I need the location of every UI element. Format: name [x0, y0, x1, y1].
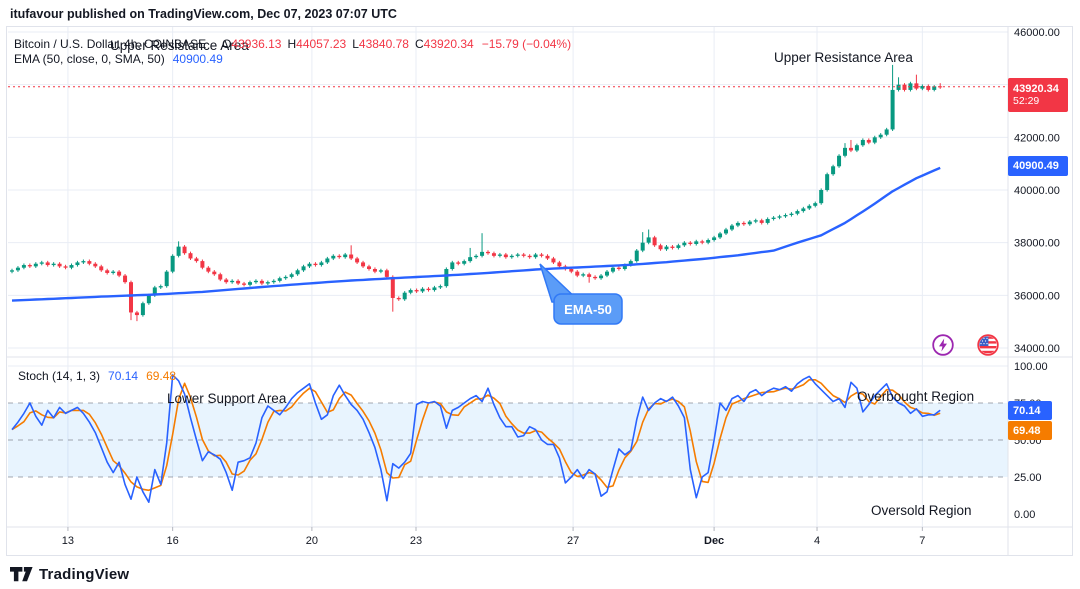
svg-text:38000.00: 38000.00 [1014, 238, 1060, 250]
candles-layer [10, 64, 943, 322]
change-value: −15.79 (−0.04%) [481, 37, 572, 51]
price-gridlines [8, 31, 1008, 349]
last-price-badge: 43920.34 52:29 [1008, 78, 1068, 112]
vertical-gridlines [67, 27, 923, 527]
ema-price-badge-value: 40900.49 [1013, 160, 1059, 172]
high-value: 44057.23 [296, 37, 347, 51]
ema-callout[interactable]: EMA-50 [528, 258, 638, 332]
svg-text:13: 13 [62, 535, 74, 547]
ema-callout-label: EMA-50 [564, 302, 612, 317]
annotation-overbought[interactable]: Overbought Region [857, 389, 975, 404]
stoch-k-badge: 70.14 [1008, 401, 1052, 420]
ema-label: EMA (50, close, 0, SMA, 50) [14, 52, 165, 66]
svg-text:25.00: 25.00 [1014, 472, 1042, 484]
published-header: itufavour published on TradingView.com, … [10, 7, 397, 21]
svg-text:16: 16 [167, 535, 179, 547]
symbol-legend[interactable]: Bitcoin / U.S. Dollar, 4h, COINBASE O4393… [14, 37, 571, 51]
high-label: H [287, 37, 297, 51]
svg-text:42000.00: 42000.00 [1014, 132, 1060, 144]
ema-callout-box [553, 293, 623, 325]
close-label: C [414, 37, 424, 51]
close-value: 43920.34 [423, 37, 474, 51]
svg-text:0.00: 0.00 [1014, 509, 1035, 521]
stoch-legend[interactable]: Stoch (14, 1, 3) 70.14 69.48 [18, 369, 176, 383]
svg-text:27: 27 [567, 535, 579, 547]
annotation-lower-support[interactable]: Lower Support Area [167, 391, 287, 406]
us-flag-icon[interactable] [977, 334, 999, 356]
svg-text:23: 23 [410, 535, 422, 547]
stoch-k-value: 70.14 [108, 369, 139, 383]
svg-text:36000.00: 36000.00 [1014, 290, 1060, 302]
ema-legend[interactable]: EMA (50, close, 0, SMA, 50) 40900.49 [14, 52, 223, 66]
tradingview-logo[interactable]: TradingView [10, 566, 129, 583]
annotation-upper-resistance-2[interactable]: Upper Resistance Area [774, 50, 913, 65]
ema-price-badge: 40900.49 [1008, 156, 1068, 176]
bar-countdown: 52:29 [1013, 95, 1040, 107]
stoch-k-line[interactable] [11, 374, 941, 504]
svg-text:100.00: 100.00 [1014, 361, 1048, 373]
svg-text:Dec: Dec [704, 535, 724, 547]
stoch-label: Stoch (14, 1, 3) [18, 369, 101, 383]
open-label: O [222, 37, 232, 51]
low-label: L [352, 37, 359, 51]
stoch-d-value: 69.48 [146, 369, 177, 383]
annotation-oversold[interactable]: Oversold Region [871, 503, 972, 518]
annotation-upper-resistance-1[interactable]: Upper Resistance Area [110, 38, 249, 53]
open-value: 43936.13 [231, 37, 282, 51]
stoch-d-badge: 69.48 [1008, 421, 1052, 440]
svg-text:34000.00: 34000.00 [1014, 343, 1060, 355]
stoch-k-badge-value: 70.14 [1013, 404, 1041, 417]
stoch-d-badge-value: 69.48 [1013, 424, 1041, 437]
low-value: 43840.78 [358, 37, 409, 51]
svg-text:40000.00: 40000.00 [1014, 185, 1060, 197]
ema-value: 40900.49 [172, 52, 223, 66]
symbol-title[interactable]: Bitcoin / U.S. Dollar, 4h, COINBASE [14, 37, 207, 51]
chart-frame [6, 26, 1073, 556]
last-price-badge-value: 43920.34 [1013, 83, 1059, 95]
svg-text:46000.00: 46000.00 [1014, 27, 1060, 39]
tradingview-logo-text: TradingView [39, 566, 130, 583]
svg-text:4: 4 [814, 535, 820, 547]
tradingview-logo-icon [10, 567, 33, 582]
svg-text:7: 7 [919, 535, 925, 547]
ema50-line[interactable] [11, 166, 941, 302]
stoch-d-line[interactable] [11, 378, 941, 492]
time-axis[interactable]: 13 16 20 23 27 Dec 4 7 [62, 527, 926, 547]
boost-lightning-icon[interactable] [932, 334, 954, 356]
svg-text:20: 20 [306, 535, 318, 547]
